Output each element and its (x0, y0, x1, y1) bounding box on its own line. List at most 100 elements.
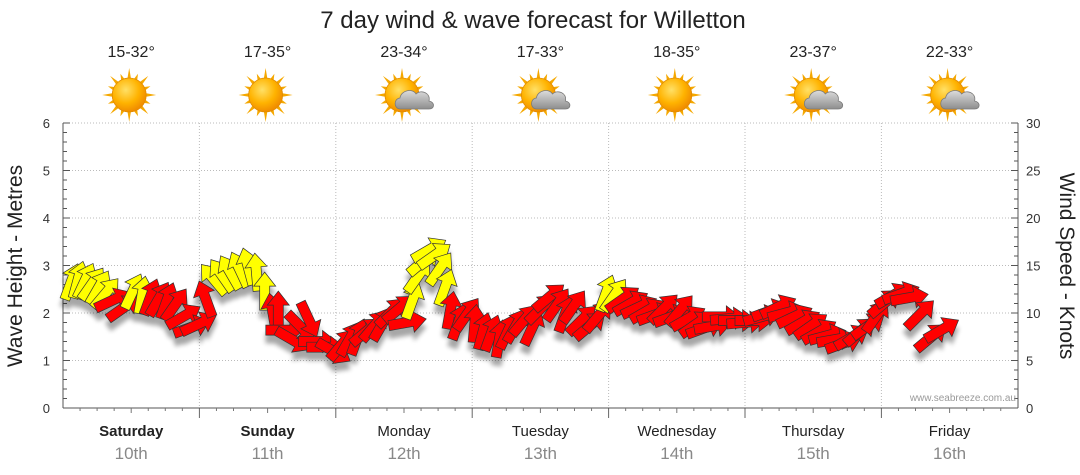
sun-ray (673, 68, 677, 79)
sun-ray (246, 75, 255, 85)
sun-ray (280, 86, 287, 91)
sun-ray (689, 99, 697, 104)
wind-arrow (902, 300, 934, 332)
day-name: Saturday (99, 423, 164, 440)
sun-ray (406, 109, 411, 117)
sun-ray (139, 75, 149, 85)
sun-ray (691, 93, 702, 97)
sun-ray (529, 73, 534, 81)
sun-ray (519, 105, 528, 115)
sun-ray (110, 75, 119, 85)
day-name: Monday (377, 423, 431, 440)
sun-ray (928, 105, 937, 115)
temperature-range: 22-33° (926, 44, 973, 61)
chart-title: 7 day wind & wave forecast for Willetton (320, 7, 746, 34)
left-tick-label: 4 (43, 211, 50, 226)
left-tick-label: 6 (43, 116, 50, 131)
wind-arrow (193, 280, 218, 319)
sun-ray (938, 73, 943, 81)
day-date: 14th (660, 444, 693, 463)
right-tick-label: 30 (1026, 116, 1040, 131)
sun-ray (244, 86, 251, 91)
cloud-shape (803, 90, 844, 110)
partly-cloudy-icon (511, 68, 571, 122)
sun-ray (263, 68, 268, 79)
sun-ray (256, 109, 261, 117)
sun-ray (382, 105, 392, 115)
wind-arrow (295, 299, 322, 338)
day-name: Thursday (782, 423, 845, 440)
sun-ray (270, 73, 275, 81)
sun-ray (802, 73, 807, 81)
sun-ray (926, 99, 933, 104)
sun-ray (393, 73, 398, 81)
sun-ray (107, 86, 115, 91)
cloud-shape (394, 90, 434, 110)
day-labels: Saturday 10th Sunday 11th Monday 12th Tuesday 1… (99, 423, 971, 463)
sun-ray (244, 99, 251, 104)
sun-ray (120, 73, 125, 81)
right-axis-title: Wind Speed - Knots (1055, 173, 1078, 360)
wind-arrow (889, 285, 929, 309)
sun-ray (270, 109, 275, 117)
sun-ray (685, 105, 694, 115)
sun-ray (134, 109, 139, 117)
sun-ray (802, 109, 807, 117)
wind-arrow (252, 271, 277, 311)
sun-ray (280, 99, 287, 104)
day-name: Wednesday (637, 423, 716, 440)
sun-icon (647, 68, 702, 122)
partly-cloudy-icon (375, 68, 434, 122)
sun-ray (110, 105, 119, 115)
sun-icon (102, 68, 157, 122)
sun-ray (517, 99, 524, 104)
sun-ray (380, 99, 388, 104)
wind-arrow (179, 311, 217, 338)
temperature-range: 17-35° (244, 44, 291, 61)
partly-cloudy-icon (784, 68, 844, 122)
sun-ray (792, 105, 801, 115)
sun-ray (529, 109, 534, 117)
sun-icon (238, 68, 293, 122)
sun-ray (962, 86, 969, 91)
sun-ray (809, 68, 813, 79)
day-date: 16th (933, 444, 966, 463)
credit-text: www.seabreeze.com.au (909, 393, 1016, 404)
left-tick-label: 0 (43, 401, 50, 416)
sun-ray (102, 93, 113, 97)
sun-ray (549, 75, 558, 85)
temperature-range: 23-34° (380, 44, 427, 61)
weather-row: 15-32° 17-35° 23-34° 17-33° 18-35° 23-37° 22-3… (102, 44, 980, 122)
sun-ray (792, 75, 801, 85)
sun-ray (416, 86, 424, 91)
sun-ray (400, 111, 404, 122)
temperature-range: 23-37° (790, 44, 837, 61)
sun-ray (282, 93, 293, 97)
sun-ray (134, 73, 139, 81)
right-tick-label: 10 (1026, 306, 1040, 321)
sun-ray (653, 86, 660, 91)
right-tick-label: 5 (1026, 354, 1033, 369)
temperature-range: 18-35° (653, 44, 700, 61)
sun-ray (382, 75, 392, 85)
day-date: 13th (524, 444, 557, 463)
sun-ray (938, 109, 943, 117)
sun-ray (647, 93, 658, 97)
day-name: Friday (929, 423, 971, 440)
sun-ray (826, 86, 833, 91)
temperature-range: 15-32° (108, 44, 155, 61)
sun-ray (655, 105, 665, 115)
sun-disc (111, 77, 147, 113)
temperature-range: 17-33° (517, 44, 564, 61)
sun-ray (393, 109, 398, 117)
sun-ray (553, 86, 560, 91)
cloud-shape (940, 90, 980, 110)
sun-disc (248, 77, 284, 113)
sun-disc (657, 77, 693, 113)
left-tick-label: 1 (43, 354, 50, 369)
right-tick-label: 25 (1026, 164, 1040, 179)
sun-ray (412, 75, 422, 85)
sun-ray (679, 73, 684, 81)
sun-ray (952, 109, 957, 117)
sun-ray (926, 86, 933, 91)
